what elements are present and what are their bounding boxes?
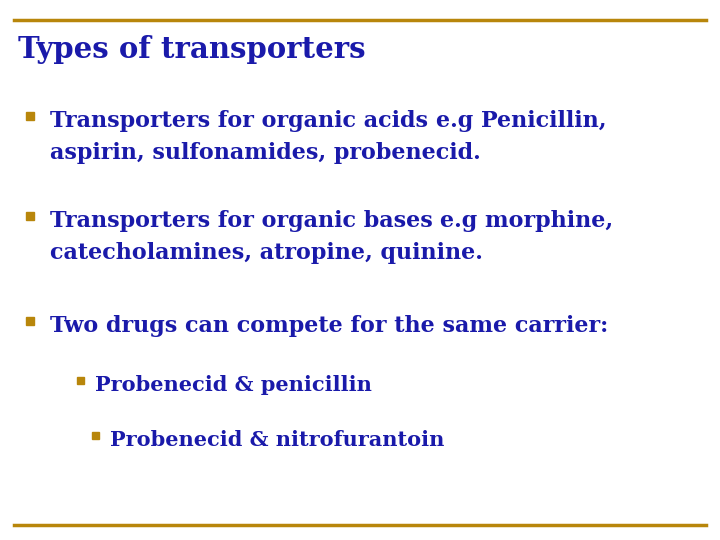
Text: Probenecid & penicillin: Probenecid & penicillin [95,375,372,395]
Bar [26,212,34,220]
Text: e.g morphine,: e.g morphine, [441,210,613,232]
Text: Probenecid & nitrofurantoin: Probenecid & nitrofurantoin [110,430,444,450]
Text: Transporters for organic bases: Transporters for organic bases [50,210,441,232]
Text: Types of transporters: Types of transporters [18,35,366,64]
Bar [26,112,34,120]
Text: Two drugs can compete for the same carrier:: Two drugs can compete for the same carri… [50,315,608,337]
Text: Transporters for organic acids: Transporters for organic acids [50,110,436,132]
Bar [26,317,34,325]
Text: e.g Penicillin,: e.g Penicillin, [436,110,606,132]
Text: catecholamines, atropine, quinine.: catecholamines, atropine, quinine. [50,242,483,264]
Bar [76,376,84,383]
Text: aspirin, sulfonamides, probenecid.: aspirin, sulfonamides, probenecid. [50,142,481,164]
Bar [91,431,99,438]
